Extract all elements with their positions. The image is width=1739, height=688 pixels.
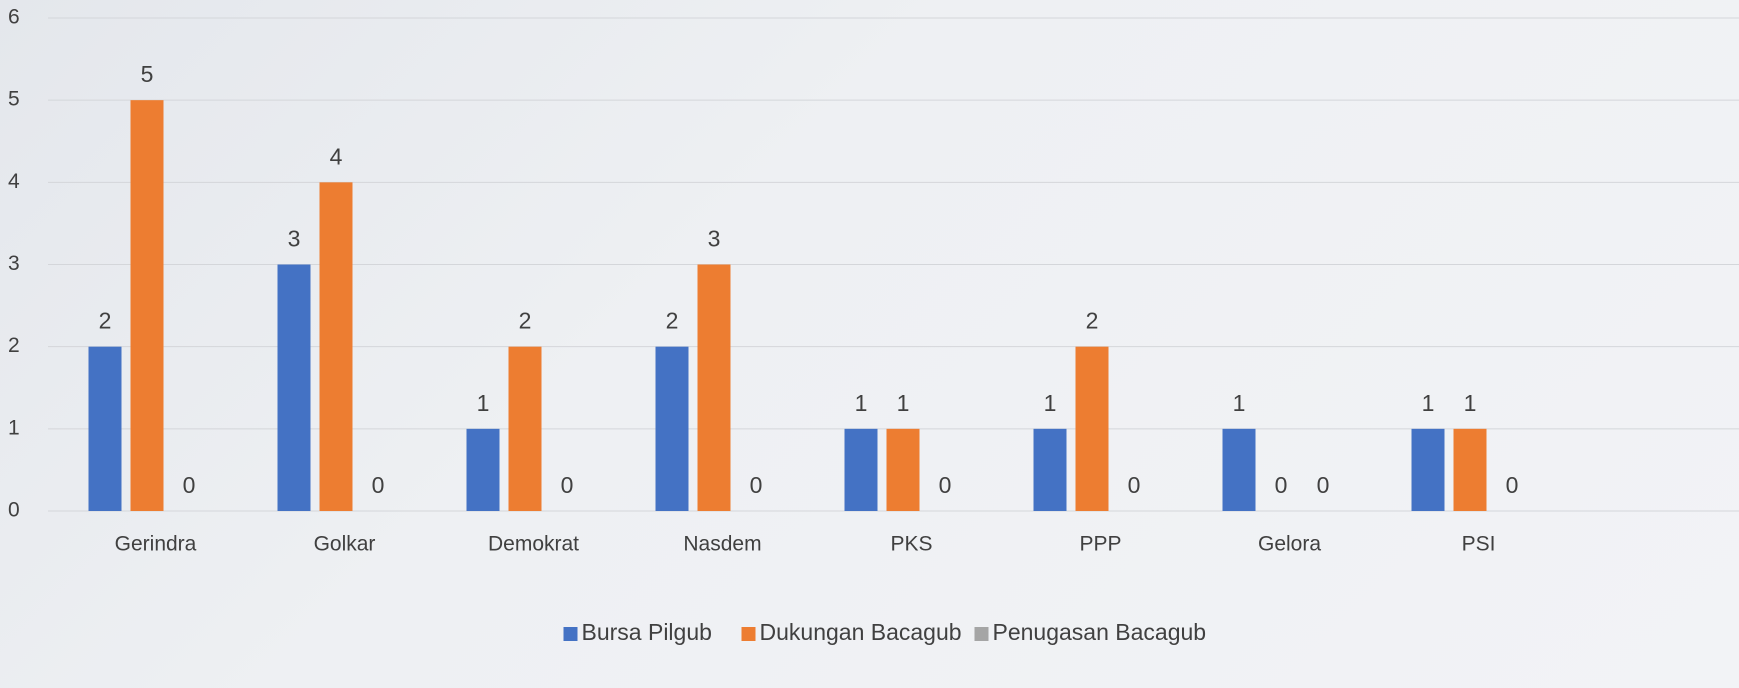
- bar: [886, 428, 920, 511]
- value-label: 2: [666, 308, 679, 334]
- bar: [1075, 346, 1109, 511]
- value-label: 0: [939, 472, 952, 498]
- bar: [130, 100, 164, 512]
- bar: [697, 264, 731, 511]
- legend-swatch: [741, 627, 756, 641]
- value-label: 0: [750, 472, 763, 498]
- value-label: 0: [1128, 472, 1141, 498]
- bar: [1033, 428, 1067, 511]
- y-tick-label: 6: [8, 6, 20, 29]
- value-label: 0: [372, 472, 385, 498]
- y-tick-label: 0: [8, 499, 20, 522]
- value-label: 1: [477, 390, 490, 416]
- bar: [508, 346, 542, 511]
- bar: [1453, 428, 1487, 511]
- x-tick-label: PSI: [1462, 533, 1496, 556]
- value-label: 2: [519, 308, 532, 334]
- x-tick-label: Nasdem: [683, 533, 761, 556]
- x-tick-label: Golkar: [314, 533, 376, 556]
- value-label: 5: [141, 61, 154, 87]
- x-tick-label: PPP: [1079, 533, 1121, 556]
- legend-swatch: [974, 627, 989, 641]
- value-label: 1: [897, 390, 910, 416]
- value-label: 2: [1086, 308, 1099, 334]
- value-label: 4: [330, 143, 343, 169]
- bar: [319, 182, 353, 512]
- bar: [655, 346, 689, 511]
- value-label: 2: [99, 308, 112, 334]
- bar: [466, 428, 500, 511]
- legend-label: Bursa Pilgub: [582, 619, 712, 645]
- bar: [844, 428, 878, 511]
- bar: [277, 264, 311, 511]
- legend-label: Penugasan Bacagub: [993, 619, 1207, 645]
- x-tick-label: Demokrat: [488, 533, 579, 556]
- y-tick-label: 5: [8, 88, 20, 111]
- value-label: 1: [1233, 390, 1246, 416]
- bar: [1222, 428, 1256, 511]
- x-tick-label: Gelora: [1258, 533, 1321, 556]
- x-tick-label: Gerindra: [115, 533, 197, 556]
- value-label: 0: [1317, 472, 1330, 498]
- y-tick-label: 1: [8, 416, 20, 439]
- y-tick-label: 2: [8, 334, 20, 357]
- value-label: 1: [1422, 390, 1435, 416]
- value-label: 3: [708, 226, 721, 252]
- value-label: 0: [1275, 472, 1288, 498]
- value-label: 0: [561, 472, 574, 498]
- bar: [1411, 428, 1445, 511]
- bar: [88, 346, 122, 511]
- x-tick-label: PKS: [890, 533, 932, 556]
- value-label: 0: [183, 472, 196, 498]
- value-label: 3: [288, 226, 301, 252]
- value-label: 1: [1044, 390, 1057, 416]
- legend-swatch: [563, 627, 578, 641]
- y-tick-label: 3: [8, 252, 20, 275]
- value-label: 1: [1464, 390, 1477, 416]
- y-tick-label: 4: [8, 170, 20, 193]
- value-label: 1: [855, 390, 868, 416]
- legend-label: Dukungan Bacagub: [760, 619, 962, 645]
- value-label: 0: [1506, 472, 1519, 498]
